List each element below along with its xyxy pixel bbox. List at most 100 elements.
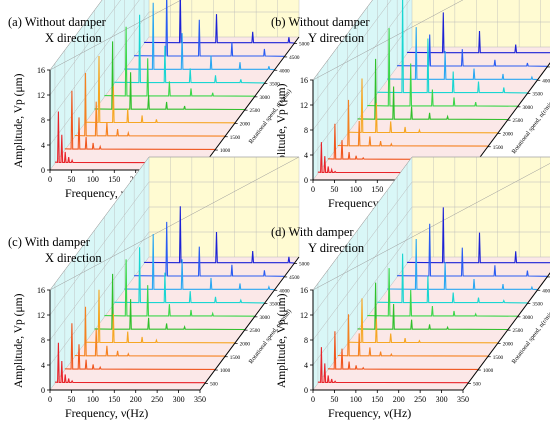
x-tick-label: 100 — [87, 395, 99, 404]
z-tick-label: 1500 — [230, 135, 241, 141]
x-tick-label: 0 — [48, 395, 52, 404]
back-wall — [412, 0, 550, 47]
spectrum-line-3000 — [104, 26, 255, 97]
spectrum-line-4500 — [134, 221, 285, 277]
x-axis-title: Frequency, ν(Hz) — [328, 406, 411, 420]
panel-title-line1: (d) With damper — [271, 225, 354, 239]
spectrum-line-1500 — [337, 99, 488, 147]
z-tick-label: 4000 — [542, 288, 550, 294]
gridline-amplitude — [49, 0, 140, 121]
spectrum-line-2500 — [357, 282, 508, 331]
x-tick-label: 100 — [350, 395, 362, 404]
spectrum-line-4500 — [397, 34, 548, 67]
speed-axis — [462, 272, 550, 391]
z-tick-label: 1000 — [220, 148, 231, 154]
y-tick-label: 8 — [41, 336, 45, 345]
spectrum-line-2000 — [84, 55, 235, 124]
z-tick-label: 2000 — [503, 341, 514, 347]
z-tick-label: 4500 — [289, 55, 300, 61]
z-tick-label: 1500 — [493, 355, 504, 361]
y-tick-label: 8 — [304, 126, 308, 135]
y-tick-label: 8 — [304, 336, 308, 345]
y-tick-label: 12 — [37, 311, 45, 320]
speed-axis — [199, 256, 300, 391]
z-tick-label: 4000 — [279, 68, 290, 74]
floor-plane — [50, 37, 299, 170]
z-tick-label: 2500 — [250, 328, 261, 334]
wall-edge — [312, 156, 550, 291]
z-tick-label: 4000 — [279, 288, 290, 294]
spectrum-line-2000 — [347, 298, 498, 344]
spectrum-line-1000 — [64, 90, 215, 150]
y-axis-title: Amplitude, Vp (μm) — [276, 83, 288, 178]
z-tick-label: 3500 — [532, 302, 543, 308]
spectrum-line-5000 — [144, 0, 295, 44]
spectrum-line-3500 — [377, 0, 528, 94]
y-tick-label: 0 — [304, 176, 308, 185]
z-tick-label: 5000 — [299, 262, 310, 268]
spectrum-line-1500 — [74, 72, 225, 137]
spectrum-line-5000 — [407, 207, 550, 264]
x-tick-label: 250 — [414, 395, 426, 404]
z-tick-label: 4500 — [289, 275, 300, 281]
floor-plane — [313, 47, 550, 180]
z-tick-label: 1500 — [493, 145, 504, 151]
y-tick-label: 8 — [41, 116, 45, 125]
panel-title-line1: (a) Without damper — [8, 15, 107, 29]
x-tick-label: 0 — [311, 395, 315, 404]
z-tick-label: 2000 — [503, 131, 514, 137]
y-tick-label: 4 — [41, 361, 45, 370]
z-tick-label: 4000 — [542, 78, 550, 84]
y-tick-label: 12 — [300, 311, 308, 320]
spectrum-line-500 — [317, 347, 468, 384]
x-tick-label: 50 — [330, 395, 338, 404]
z-tick-label: 1500 — [230, 355, 241, 361]
chart-panel-c: 0 50 100 150 200 250 300 3500481216500100015002… — [8, 156, 310, 420]
z-tick-label: 3500 — [269, 302, 280, 308]
spectrum-line-3000 — [367, 28, 518, 107]
x-tick-label: 300 — [173, 395, 185, 404]
z-tick-label: 3500 — [532, 92, 543, 98]
y-tick-label: 0 — [41, 166, 45, 175]
spectrum-line-1000 — [327, 123, 478, 160]
x-tick-label: 150 — [371, 185, 383, 194]
spectrum-line-5000 — [407, 12, 550, 54]
gridline-amplitude — [312, 0, 392, 106]
floor-plane — [50, 257, 299, 390]
y-axis-title: Amplitude, Vp (μm) — [276, 293, 288, 388]
x-tick-label: 200 — [130, 395, 142, 404]
y-tick-label: 12 — [300, 101, 308, 110]
x-tick-label: 100 — [350, 185, 362, 194]
z-tick-label: 2000 — [240, 341, 251, 347]
panel-title-line1: (c) With damper — [8, 235, 91, 249]
spectrum-line-500 — [54, 342, 205, 384]
z-tick-label: 2500 — [513, 118, 524, 124]
panel-title-line2: X direction — [45, 31, 102, 45]
z-tick-label: 2500 — [513, 328, 524, 334]
x-tick-label: 350 — [457, 395, 469, 404]
z-tick-label: 500 — [473, 381, 481, 387]
wall-edge — [49, 156, 300, 291]
spectrum-line-1000 — [327, 331, 478, 370]
y-tick-label: 16 — [37, 66, 45, 75]
spectrum-line-1500 — [74, 306, 225, 357]
panel-title-line2: X direction — [45, 251, 102, 265]
back-wall — [149, 0, 299, 37]
spectrum-line-4500 — [397, 223, 548, 277]
y-tick-label: 12 — [37, 91, 45, 100]
gridline-amplitude — [312, 0, 411, 131]
spectrum-line-2500 — [357, 58, 508, 121]
gridline-amplitude — [49, 0, 122, 96]
x-tick-label: 250 — [151, 395, 163, 404]
spectrum-line-3500 — [377, 253, 528, 304]
y-tick-label: 4 — [304, 151, 308, 160]
spectrum-line-3500 — [114, 14, 265, 84]
y-axis-title: Amplitude, Vp (μm) — [13, 73, 25, 168]
spectrum-line-1500 — [337, 314, 488, 357]
spectrum-line-4000 — [387, 27, 538, 81]
x-tick-label: 300 — [436, 395, 448, 404]
y-tick-label: 16 — [37, 286, 45, 295]
z-tick-label: 3000 — [522, 315, 533, 321]
x-tick-label: 200 — [393, 395, 405, 404]
spectrum-line-3500 — [114, 247, 265, 304]
